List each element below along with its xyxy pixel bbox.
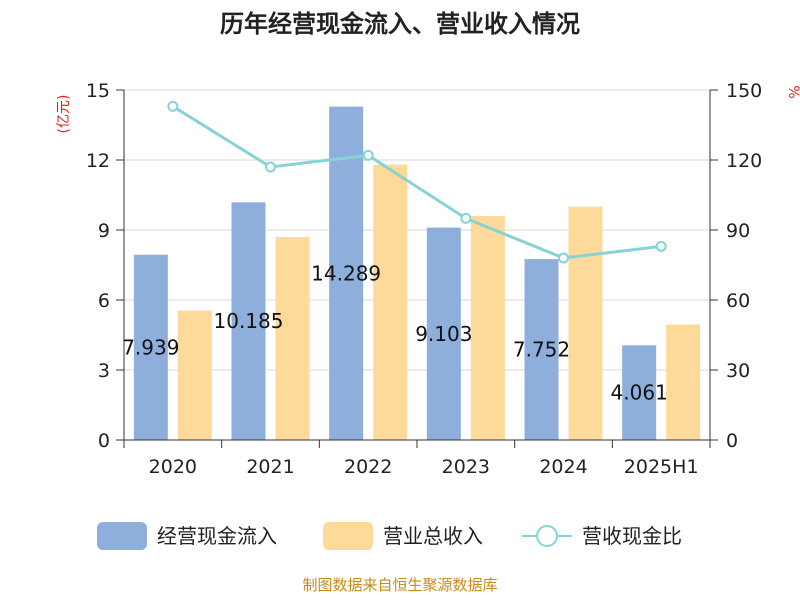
right-axis-tick-label: 90 xyxy=(726,220,750,242)
legend-swatch xyxy=(323,522,373,550)
left-axis-tick-label: 3 xyxy=(98,360,110,382)
legend-label: 经营现金流入 xyxy=(157,524,277,548)
legend-label: 营收现金比 xyxy=(582,524,682,548)
ratio-point xyxy=(167,100,179,112)
data-label: 7.939 xyxy=(122,335,179,359)
x-axis-tick-label: 2022 xyxy=(344,456,392,478)
data-label: 7.752 xyxy=(513,338,570,362)
source-footer: 制图数据来自恒生聚源数据库 xyxy=(302,576,497,594)
data-labels: 7.939 10.185 14.289 9.103 7.752 4.061 xyxy=(122,261,668,404)
left-axis-unit: (亿元) xyxy=(56,95,72,134)
ratio-point xyxy=(362,149,374,161)
bar-revenue xyxy=(568,206,603,440)
right-axis-tick-label: 60 xyxy=(726,290,750,312)
left-axis-tick-label: 0 xyxy=(98,430,110,452)
x-axis-tick-label: 2021 xyxy=(246,456,294,478)
right-axis-tick-label: 30 xyxy=(726,360,750,382)
bar-revenue xyxy=(666,324,701,440)
left-axis-tick-label: 12 xyxy=(86,150,110,172)
left-axis-tick-label: 9 xyxy=(98,220,110,242)
x-axis-tick-label: 2024 xyxy=(539,456,587,478)
line-series xyxy=(167,100,667,264)
bar-cash-inflow xyxy=(329,106,364,440)
legend-swatch xyxy=(97,522,147,550)
chart-title: 历年经营现金流入、营业收入情况 xyxy=(220,10,580,38)
data-label: 9.103 xyxy=(415,322,472,346)
ratio-point xyxy=(655,240,667,252)
bar-cash-inflow xyxy=(622,345,657,440)
right-axis-tick-label: 150 xyxy=(726,80,762,102)
data-label: 10.185 xyxy=(214,309,284,333)
x-axis-tick-label: 2020 xyxy=(149,456,197,478)
data-label: 14.289 xyxy=(311,261,381,285)
bar-revenue xyxy=(470,216,505,440)
bar-cash-inflow xyxy=(133,254,168,440)
left-axis-tick-label: 6 xyxy=(98,290,110,312)
bar-revenue xyxy=(177,310,212,440)
legend: 经营现金流入 营业总收入 营收现金比 xyxy=(97,522,682,550)
right-axis-tick-label: 0 xyxy=(726,430,738,452)
bar-series xyxy=(133,106,701,440)
bar-cash-inflow xyxy=(524,259,559,440)
ratio-point xyxy=(558,252,569,264)
data-label: 4.061 xyxy=(611,381,668,405)
ratio-point xyxy=(460,212,472,224)
legend-marker xyxy=(536,525,558,547)
bar-cash-inflow xyxy=(231,202,266,440)
ratio-line xyxy=(172,105,662,260)
bar-revenue xyxy=(275,237,310,440)
x-axis-tick-label: 2025H1 xyxy=(624,456,699,478)
x-axis-tick-label: 2023 xyxy=(442,456,490,478)
right-axis-unit: % xyxy=(785,85,800,98)
grid-lines xyxy=(124,89,710,371)
left-axis-tick-label: 15 xyxy=(86,80,110,102)
ratio-point xyxy=(265,161,276,173)
bar-revenue xyxy=(373,164,408,440)
legend-label: 营业总收入 xyxy=(383,524,483,548)
bar-cash-inflow xyxy=(426,227,461,440)
right-axis-tick-label: 120 xyxy=(726,150,762,172)
